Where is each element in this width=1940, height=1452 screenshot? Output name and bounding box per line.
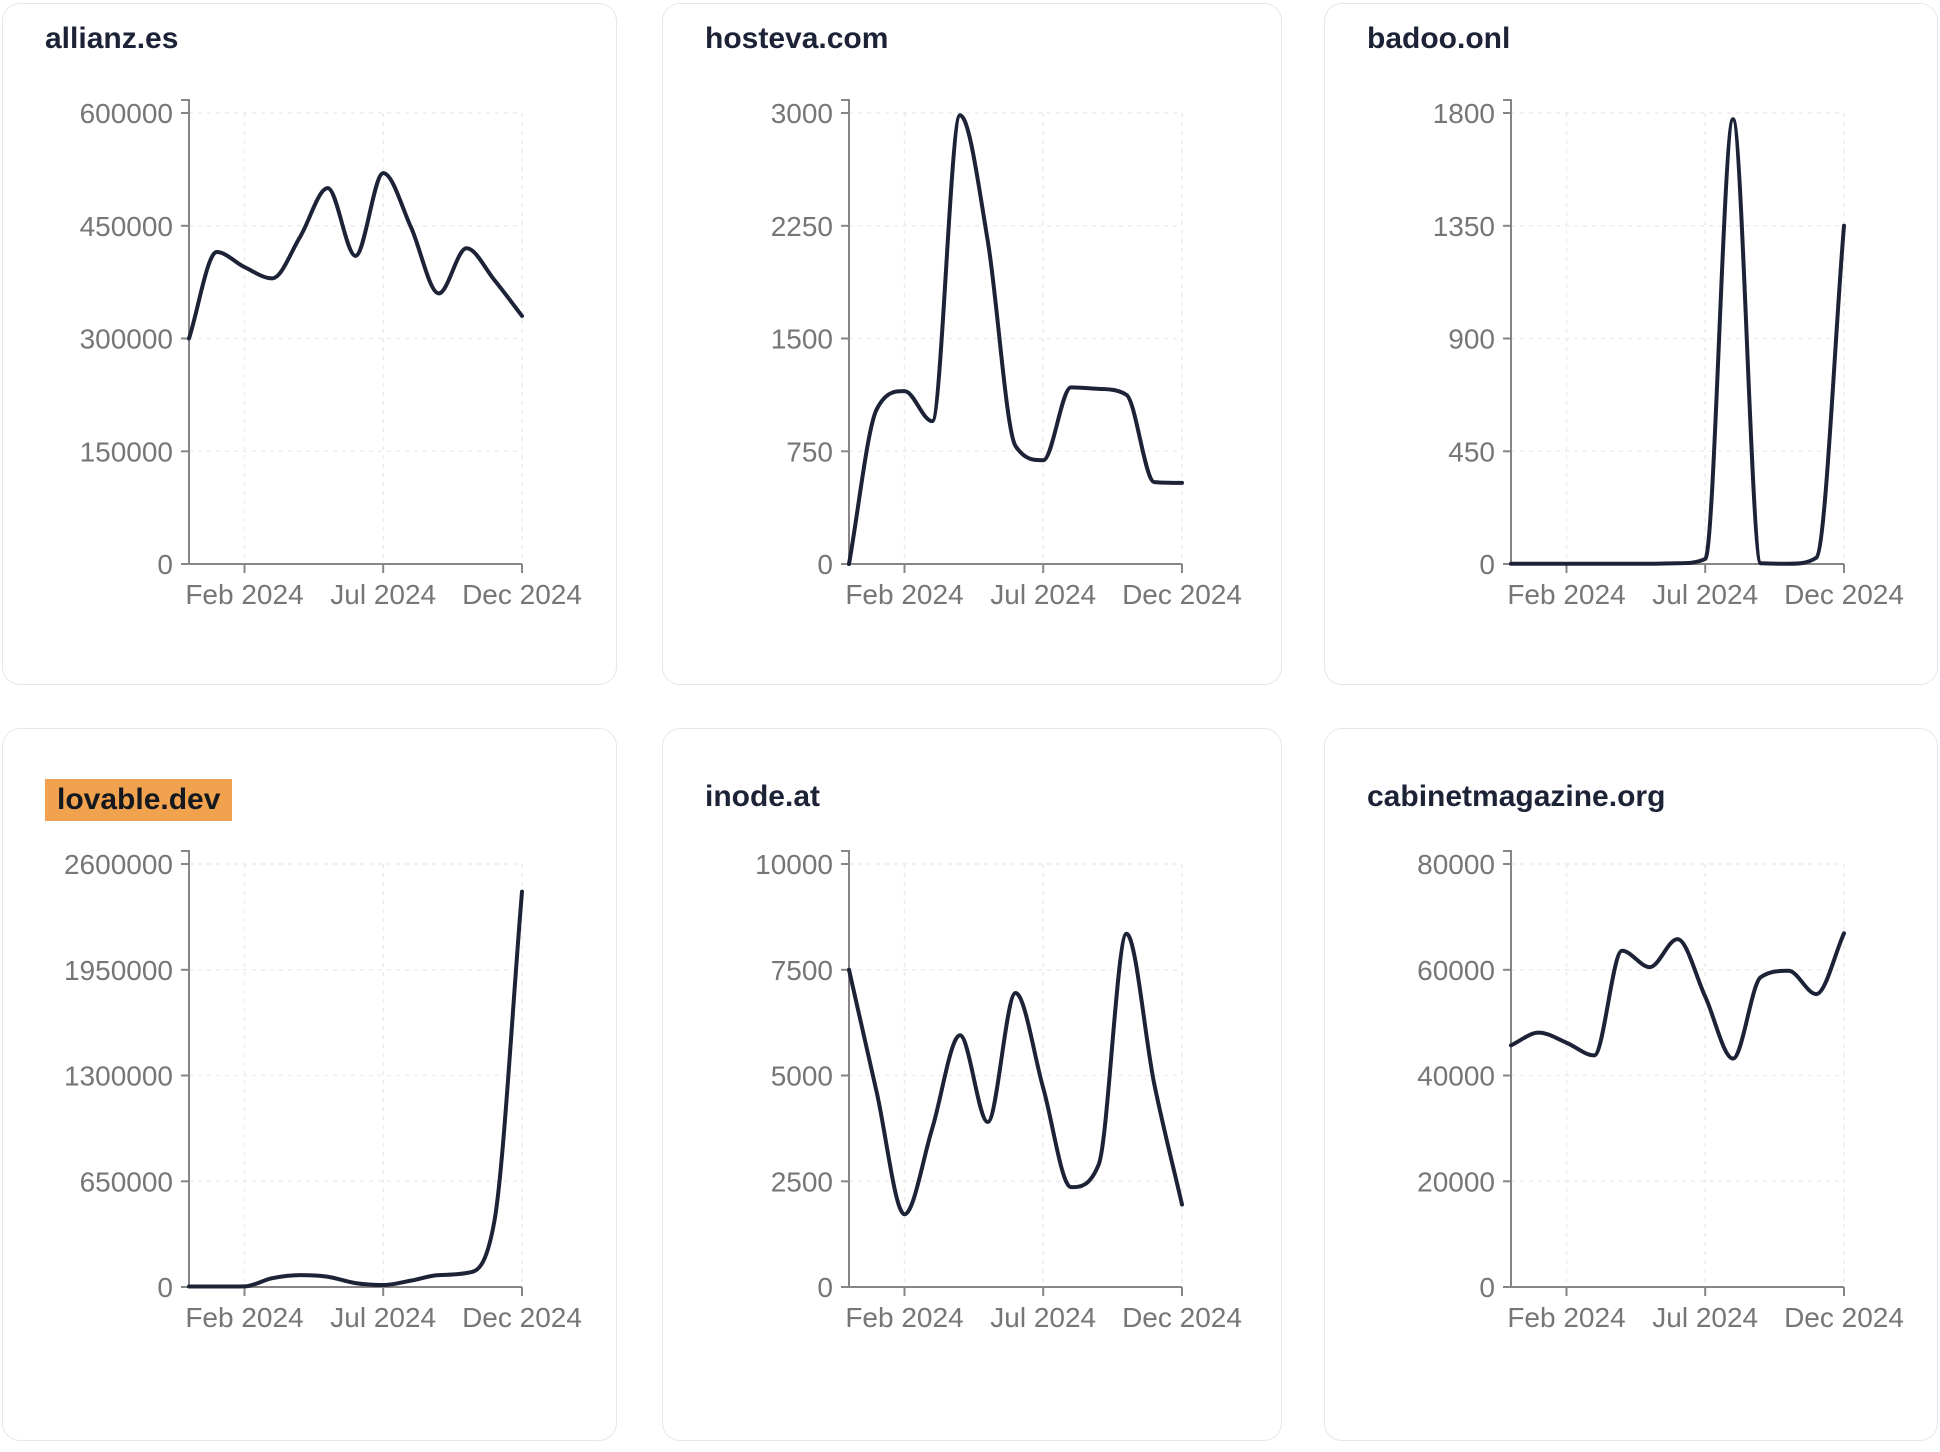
svg-text:2600000: 2600000	[64, 849, 173, 880]
svg-text:450: 450	[1448, 436, 1495, 467]
svg-text:Jul 2024: Jul 2024	[990, 1302, 1096, 1333]
svg-text:Feb 2024: Feb 2024	[1507, 579, 1625, 610]
chart-card: cabinetmagazine.org 0 20000 40000 60000 8000…	[1324, 728, 1938, 1441]
svg-text:1300000: 1300000	[64, 1061, 173, 1092]
svg-text:Jul 2024: Jul 2024	[330, 579, 436, 610]
svg-text:Jul 2024: Jul 2024	[330, 1302, 436, 1333]
chart-title-wrap: lovable.dev	[45, 779, 233, 821]
svg-text:650000: 650000	[80, 1166, 173, 1197]
svg-text:0: 0	[1479, 1272, 1495, 1303]
chart-title-highlighted: lovable.dev	[45, 779, 233, 821]
svg-text:Feb 2024: Feb 2024	[845, 1302, 963, 1333]
svg-text:0: 0	[1479, 549, 1495, 580]
svg-text:10000: 10000	[755, 849, 833, 880]
line-chart: 0 750 1500 2250 3000 Feb 2024 Jul 2024 Dec 2024	[663, 4, 1281, 684]
svg-text:Jul 2024: Jul 2024	[1652, 579, 1758, 610]
svg-text:Feb 2024: Feb 2024	[185, 1302, 303, 1333]
svg-text:900: 900	[1448, 324, 1495, 355]
svg-text:40000: 40000	[1417, 1061, 1495, 1092]
svg-text:300000: 300000	[80, 324, 173, 355]
chart-card: inode.at 0 2500 5000 7500 10000 Feb 2024 Jul 2…	[662, 728, 1282, 1441]
svg-text:0: 0	[817, 549, 833, 580]
chart-title: cabinetmagazine.org	[1367, 780, 1666, 813]
line-chart: 0 150000 300000 450000 600000 Feb 2024 Jul 202…	[3, 4, 616, 684]
chart-title: hosteva.com	[705, 22, 889, 55]
svg-text:2500: 2500	[771, 1166, 833, 1197]
svg-text:1350: 1350	[1433, 211, 1495, 242]
svg-text:Dec 2024: Dec 2024	[1784, 1302, 1904, 1333]
svg-text:1800: 1800	[1433, 98, 1495, 129]
svg-text:Dec 2024: Dec 2024	[1122, 1302, 1242, 1333]
svg-text:750: 750	[786, 436, 833, 467]
svg-text:5000: 5000	[771, 1061, 833, 1092]
svg-text:3000: 3000	[771, 98, 833, 129]
svg-text:0: 0	[157, 549, 173, 580]
svg-text:2250: 2250	[771, 211, 833, 242]
line-chart: 0 2500 5000 7500 10000 Feb 2024 Jul 2024 Dec 20…	[663, 729, 1281, 1440]
chart-title: badoo.onl	[1367, 22, 1511, 55]
chart-title-wrap: inode.at	[705, 779, 820, 815]
svg-text:60000: 60000	[1417, 955, 1495, 986]
svg-text:600000: 600000	[80, 98, 173, 129]
svg-text:450000: 450000	[80, 211, 173, 242]
chart-card: hosteva.com 0 750 1500 2250 3000 Feb 2024 Jul …	[662, 3, 1282, 685]
line-chart: 0 450 900 1350 1800 Feb 2024 Jul 2024 Dec 2024	[1325, 4, 1937, 684]
chart-card: allianz.es 0 150000 300000 450000 600000 Feb …	[2, 3, 617, 685]
svg-text:150000: 150000	[80, 436, 173, 467]
svg-text:Jul 2024: Jul 2024	[1652, 1302, 1758, 1333]
svg-text:Feb 2024: Feb 2024	[185, 579, 303, 610]
svg-text:Dec 2024: Dec 2024	[462, 579, 582, 610]
svg-text:1500: 1500	[771, 324, 833, 355]
svg-text:Dec 2024: Dec 2024	[1122, 579, 1242, 610]
svg-text:Dec 2024: Dec 2024	[1784, 579, 1904, 610]
chart-title-wrap: badoo.onl	[1367, 21, 1510, 57]
chart-card: badoo.onl 0 450 900 1350 1800 Feb 2024 Jul 202…	[1324, 3, 1938, 685]
svg-text:7500: 7500	[771, 955, 833, 986]
line-chart: 0 650000 1300000 1950000 2600000 Feb 2024 Jul …	[3, 729, 616, 1440]
chart-card: lovable.dev 0 650000 1300000 1950000 2600000…	[2, 728, 617, 1441]
chart-title: inode.at	[705, 780, 821, 813]
chart-title-wrap: allianz.es	[45, 21, 178, 57]
chart-title: allianz.es	[45, 22, 179, 55]
chart-title-wrap: hosteva.com	[705, 21, 888, 57]
chart-title-wrap: cabinetmagazine.org	[1367, 779, 1665, 815]
svg-text:20000: 20000	[1417, 1166, 1495, 1197]
svg-text:1950000: 1950000	[64, 955, 173, 986]
svg-text:80000: 80000	[1417, 849, 1495, 880]
svg-text:Jul 2024: Jul 2024	[990, 579, 1096, 610]
svg-text:0: 0	[817, 1272, 833, 1303]
svg-text:Dec 2024: Dec 2024	[462, 1302, 582, 1333]
svg-text:Feb 2024: Feb 2024	[845, 579, 963, 610]
svg-text:0: 0	[157, 1272, 173, 1303]
svg-text:Feb 2024: Feb 2024	[1507, 1302, 1625, 1333]
line-chart: 0 20000 40000 60000 80000 Feb 2024 Jul 2024 Dec…	[1325, 729, 1937, 1440]
